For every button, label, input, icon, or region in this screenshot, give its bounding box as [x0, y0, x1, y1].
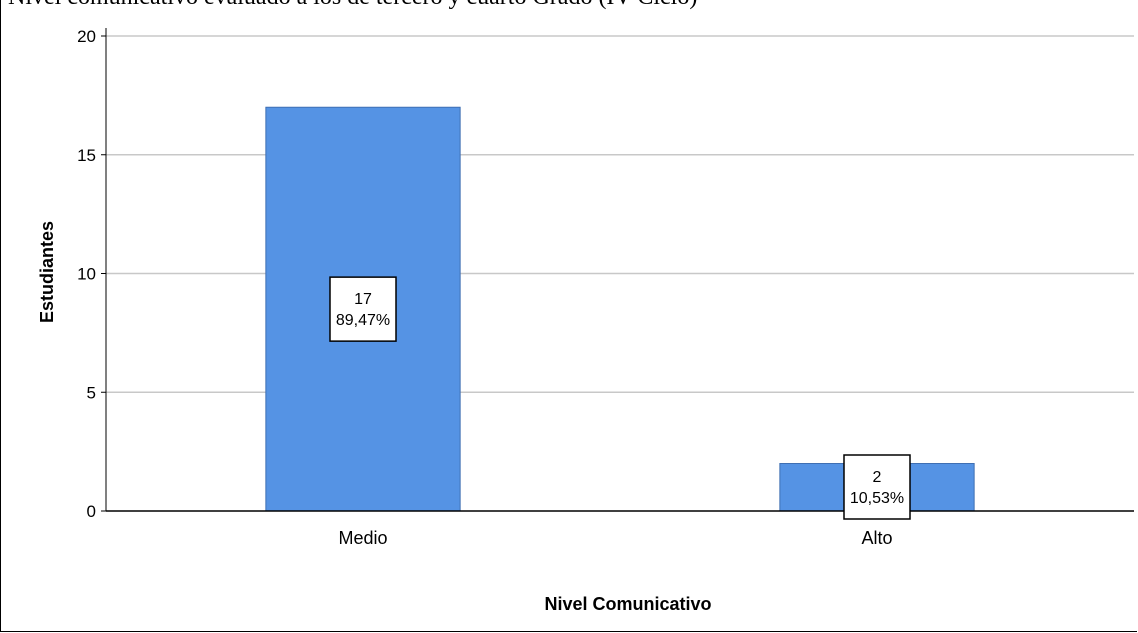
grid-lines [106, 35, 1134, 393]
x-axis-title: Nivel Comunicativo [544, 594, 711, 614]
data-labels: 17 89,47% 2 10,53% [329, 276, 911, 520]
data-label-frame [329, 276, 397, 342]
y-tick-label: 20 [77, 27, 96, 46]
data-label-count: 2 [873, 469, 882, 486]
x-tick-label: Alto [861, 528, 892, 548]
data-label-percent: 89,47% [336, 312, 390, 329]
y-tick-labels: 0 5 10 15 20 [77, 27, 107, 521]
y-tick-label: 10 [77, 265, 96, 284]
data-label-frame [843, 454, 911, 520]
y-axis-title: Estudiantes [37, 221, 57, 323]
data-label-box: 17 89,47% [329, 276, 397, 342]
figure-caption: Nivel comunicativo evaluado a los de ter… [0, 0, 1138, 10]
y-tick-label: 5 [87, 383, 96, 402]
x-tick-label: Medio [338, 528, 387, 548]
data-label-box: 2 10,53% [843, 454, 911, 520]
data-label-count: 17 [354, 291, 372, 308]
x-axis: Medio Alto [106, 510, 1134, 548]
y-tick-label: 0 [87, 502, 96, 521]
data-label-percent: 10,53% [850, 490, 904, 507]
y-tick-label: 15 [77, 146, 96, 165]
